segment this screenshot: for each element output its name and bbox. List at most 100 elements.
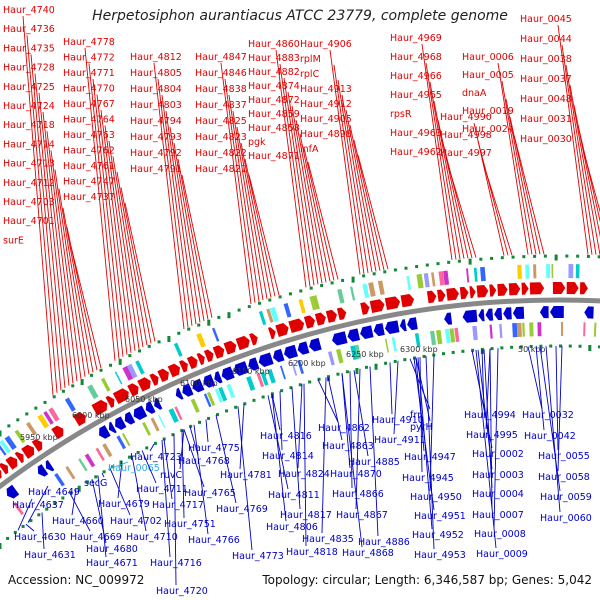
leader-line-forward xyxy=(425,62,457,260)
forward-gene xyxy=(0,463,9,475)
forward-gene xyxy=(223,340,237,355)
leader-line-reverse xyxy=(539,346,561,492)
gc-dots-inner xyxy=(198,420,202,424)
leader-line-forward xyxy=(505,98,537,255)
cog-track-inner xyxy=(168,408,179,423)
cog-track-outer xyxy=(525,264,530,279)
gc-dots-inner xyxy=(111,465,115,469)
cog-track-outer xyxy=(135,360,145,375)
map-title: Herpetosiphon aurantiacus ATCC 23779, co… xyxy=(92,8,508,24)
gc-dots-outer xyxy=(217,315,221,319)
cog-track-outer xyxy=(298,298,306,314)
forward-gene xyxy=(14,451,24,464)
gene-label-forward: Haur_4812 xyxy=(130,52,182,63)
gene-label-forward: Haur_4740 xyxy=(3,5,55,16)
reverse-gene xyxy=(584,306,594,319)
gene-label-forward: Haur_4968 xyxy=(390,52,442,63)
gc-dots-outer xyxy=(383,270,387,274)
leader-line-reverse xyxy=(189,426,199,456)
gene-label-reverse: Haur_4886 xyxy=(358,537,410,548)
leader-line-forward xyxy=(165,110,197,325)
leader-line-reverse xyxy=(193,424,209,535)
cog-track-inner xyxy=(218,386,228,402)
leader-line-reverse xyxy=(349,371,353,489)
gc-dots-outer xyxy=(436,262,440,266)
cog-track-outer xyxy=(0,439,11,454)
cog-track-outer xyxy=(43,410,54,425)
gc-dots-outer xyxy=(34,406,38,410)
reverse-gene xyxy=(539,306,549,319)
cog-track-inner xyxy=(226,383,236,399)
forward-gene xyxy=(235,335,250,351)
gc-dots-outer xyxy=(586,254,590,258)
forward-gene xyxy=(325,309,337,323)
leader-line-forward xyxy=(26,35,58,393)
gene-label-reverse: Haur_4950 xyxy=(410,492,462,503)
cog-track-inner xyxy=(256,372,265,388)
cog-track-outer xyxy=(258,310,267,326)
gene-label-forward: Haur_4728 xyxy=(3,63,55,74)
leader-line-forward xyxy=(30,54,62,391)
gene-label-forward: Haur_0031 xyxy=(520,114,572,125)
cog-track-outer xyxy=(466,268,470,283)
cog-track-inner xyxy=(102,443,113,458)
cog-track-inner xyxy=(121,432,131,447)
cog-track-inner xyxy=(65,466,76,480)
gene-label-forward: Haur_4804 xyxy=(130,84,182,95)
gc-dots-inner xyxy=(412,356,416,360)
leader-line-forward xyxy=(349,124,381,271)
cog-track-outer xyxy=(311,295,320,310)
gc-dots-inner xyxy=(317,377,321,381)
gene-label-reverse: Haur_4775 xyxy=(188,443,240,454)
gc-dots-inner xyxy=(69,491,73,495)
cog-track-outer xyxy=(127,363,138,379)
cog-track-outer xyxy=(377,280,385,295)
gene-label-forward: Haur_4874 xyxy=(248,81,300,92)
leader-line-reverse xyxy=(267,395,289,490)
leader-line-forward xyxy=(236,126,268,299)
cog-track-inner xyxy=(499,323,503,338)
gc-dots-outer xyxy=(167,336,171,343)
forward-gene xyxy=(203,349,214,363)
leader-line-forward xyxy=(565,64,597,255)
gene-label-forward: Haur_4898 xyxy=(300,129,352,140)
gc-dots-inner xyxy=(102,470,106,474)
reverse-gene xyxy=(485,308,494,321)
gene-label-reverse: Haur_4768 xyxy=(178,456,230,467)
forward-gene xyxy=(426,290,437,304)
reverse-gene xyxy=(124,411,136,425)
gc-dots-outer xyxy=(187,327,191,331)
leader-line-forward xyxy=(445,157,477,258)
forward-gene xyxy=(51,425,64,440)
leader-line-forward xyxy=(299,133,331,282)
forward-gene xyxy=(508,283,521,296)
leader-line-reverse xyxy=(71,489,77,516)
gene-label-forward: Haur_4725 xyxy=(3,82,55,93)
gc-dots-outer xyxy=(320,283,324,287)
reverse-gene xyxy=(175,387,184,400)
gc-dots-inner xyxy=(549,344,553,348)
gene-label-forward: rpsR xyxy=(390,109,412,120)
gc-dots-outer xyxy=(237,308,241,312)
gene-label-reverse: Haur_4811 xyxy=(268,490,320,501)
leader-line-forward xyxy=(337,79,369,274)
gene-label-forward: Haur_4846 xyxy=(195,68,247,79)
leader-line-reverse xyxy=(493,348,499,529)
kbp-scale-label: 6000 kbp xyxy=(72,411,110,420)
gc-dots-outer xyxy=(227,312,231,319)
gene-label-reverse: Haur_4630 xyxy=(14,532,66,543)
forward-gene xyxy=(127,383,139,397)
gc-dots-outer xyxy=(138,349,142,353)
leader-line-reverse xyxy=(117,461,123,499)
forward-gene xyxy=(384,296,401,311)
gc-dots-inner xyxy=(308,380,312,384)
gene-label-forward: Haur_0044 xyxy=(520,34,572,45)
cog-track-inner xyxy=(291,361,298,376)
leader-line-forward xyxy=(92,78,124,357)
gene-label-forward: Haur_4767 xyxy=(63,99,115,110)
gene-label-forward: Haur_4838 xyxy=(195,84,247,95)
leader-line-reverse xyxy=(179,429,185,470)
gene-label-reverse: Haur_4862 xyxy=(318,423,370,434)
forward-gene xyxy=(0,470,2,479)
